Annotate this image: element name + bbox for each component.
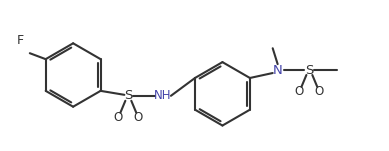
Text: O: O: [295, 85, 304, 98]
Text: NH: NH: [154, 89, 172, 102]
Text: S: S: [305, 64, 314, 77]
Text: O: O: [315, 85, 324, 98]
Text: F: F: [17, 34, 24, 47]
Text: N: N: [273, 64, 282, 77]
Text: O: O: [114, 111, 123, 124]
Text: S: S: [124, 89, 133, 102]
Text: O: O: [133, 111, 143, 124]
